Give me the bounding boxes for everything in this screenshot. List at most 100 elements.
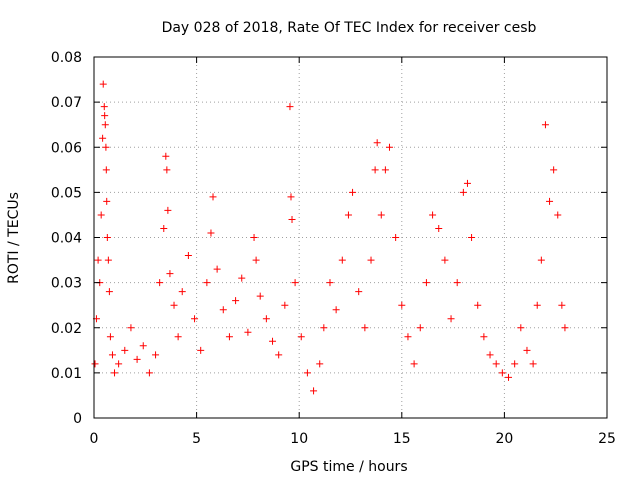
- data-point: [106, 333, 114, 341]
- data-point: [429, 211, 437, 219]
- data-point: [546, 197, 554, 205]
- axis-ticks: [93, 56, 608, 419]
- data-point: [453, 279, 461, 287]
- data-point: [160, 224, 168, 232]
- data-point: [297, 333, 305, 341]
- data-point: [338, 256, 346, 264]
- data-point: [480, 333, 488, 341]
- data-point: [541, 121, 549, 129]
- data-point: [505, 373, 513, 381]
- y-tick-label: 0.05: [51, 185, 82, 201]
- data-point: [355, 288, 363, 296]
- data-point: [121, 346, 129, 354]
- data-point: [102, 143, 110, 151]
- data-point: [416, 324, 424, 332]
- x-tick-label: 5: [192, 431, 201, 447]
- data-point: [316, 360, 324, 368]
- data-point: [252, 256, 260, 264]
- data-point: [511, 360, 519, 368]
- data-point: [250, 234, 258, 241]
- data-point: [533, 301, 541, 309]
- y-tick-label: 0.02: [51, 321, 82, 337]
- data-point: [385, 143, 393, 151]
- data-point: [474, 301, 482, 309]
- data-point: [320, 324, 328, 332]
- y-tick-label: 0: [73, 411, 82, 427]
- x-tick-label: 10: [290, 431, 308, 447]
- data-point: [523, 346, 531, 354]
- data-point: [486, 351, 494, 359]
- data-point: [103, 234, 111, 241]
- data-point: [561, 324, 569, 332]
- data-point: [164, 206, 172, 214]
- data-point: [152, 351, 160, 359]
- data-point: [373, 139, 381, 147]
- data-point: [178, 288, 186, 296]
- x-tick-label: 0: [90, 431, 99, 447]
- data-point: [492, 360, 500, 368]
- data-point: [91, 360, 99, 368]
- data-point: [133, 355, 141, 363]
- data-point: [367, 256, 375, 264]
- data-point: [94, 256, 102, 264]
- x-axis-label: GPS time / hours: [290, 459, 407, 475]
- x-tick-label: 25: [598, 431, 616, 447]
- data-point: [191, 315, 199, 323]
- x-tick-label: 20: [495, 431, 513, 447]
- data-point: [435, 224, 443, 232]
- data-point: [174, 333, 182, 341]
- data-point: [288, 215, 296, 223]
- data-point: [101, 112, 109, 120]
- data-point: [447, 315, 455, 323]
- data-point: [326, 279, 334, 287]
- data-point: [303, 369, 311, 377]
- data-point: [225, 333, 233, 341]
- data-point: [269, 337, 277, 345]
- data-point: [381, 166, 389, 174]
- data-point: [111, 369, 119, 377]
- data-point: [291, 279, 299, 287]
- data-point: [102, 166, 110, 174]
- data-point: [262, 315, 270, 323]
- data-point: [410, 360, 418, 368]
- data-point: [371, 166, 379, 174]
- data-point: [332, 306, 340, 314]
- data-point: [344, 211, 352, 219]
- grid: [94, 57, 607, 418]
- data-point: [101, 121, 109, 129]
- data-point: [219, 306, 227, 314]
- data-point: [115, 360, 123, 368]
- data-point: [422, 279, 430, 287]
- data-point: [398, 301, 406, 309]
- data-point: [145, 369, 153, 377]
- data-point: [156, 279, 164, 287]
- data-point: [244, 328, 252, 336]
- y-tick-label: 0.07: [51, 95, 82, 111]
- data-point: [104, 256, 112, 264]
- data-point: [468, 234, 476, 241]
- y-axis-label: ROTI / TECUs: [6, 192, 22, 284]
- data-point: [459, 188, 467, 196]
- data-point: [441, 256, 449, 264]
- data-point: [163, 166, 171, 174]
- y-tick-label: 0.04: [51, 231, 82, 247]
- data-point: [184, 252, 192, 260]
- data-point: [550, 166, 558, 174]
- data-point: [286, 103, 294, 111]
- chart-title: Day 028 of 2018, Rate Of TEC Index for r…: [162, 20, 537, 36]
- data-point: [207, 229, 215, 237]
- data-point: [209, 193, 217, 201]
- data-point: [166, 270, 174, 278]
- data-point: [310, 387, 318, 395]
- data-point: [554, 211, 562, 219]
- data-point: [108, 351, 116, 359]
- data-point: [529, 360, 537, 368]
- data-point: [97, 211, 105, 219]
- data-point: [256, 292, 264, 300]
- data-point: [275, 351, 283, 359]
- data-point: [287, 193, 295, 201]
- data-point: [463, 179, 471, 187]
- x-tick-label: 15: [393, 431, 411, 447]
- data-point: [558, 301, 566, 309]
- data-point: [197, 346, 205, 354]
